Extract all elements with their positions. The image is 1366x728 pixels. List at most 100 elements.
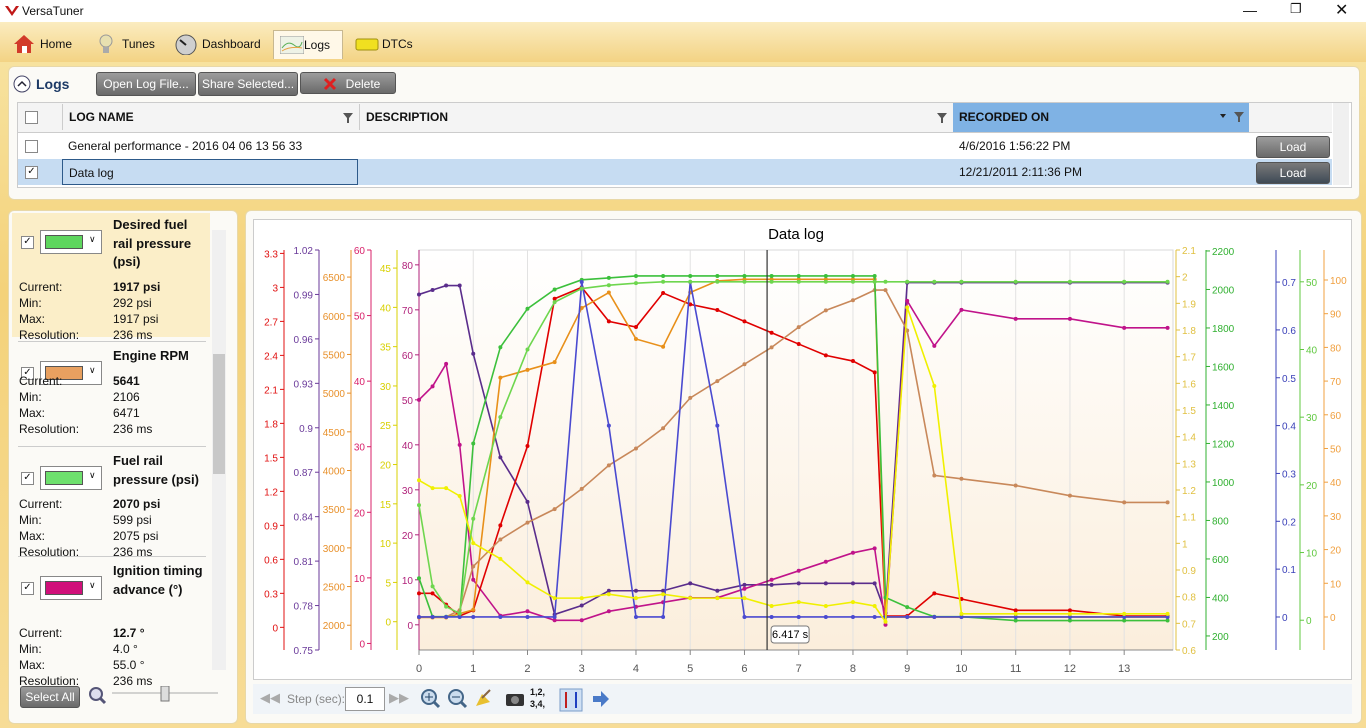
data-point — [444, 604, 449, 609]
row-checkbox[interactable] — [25, 140, 38, 153]
series-order-icon[interactable]: 1,2, — [530, 687, 546, 697]
dashboard-tab[interactable]: Dashboard — [172, 30, 261, 58]
step-back-button[interactable]: ◀◀ — [260, 690, 280, 705]
delete-button[interactable]: Delete — [300, 72, 396, 94]
dtcs-tab[interactable]: DTCs — [352, 30, 413, 58]
y-tick-label: 60 — [402, 351, 414, 362]
data-point — [932, 383, 937, 388]
y-tick-label: 0 — [385, 618, 391, 629]
step-forward-button[interactable]: ▶▶ — [389, 690, 409, 705]
collapse-button[interactable] — [13, 75, 31, 93]
restore-button[interactable]: ❐ — [1290, 1, 1302, 16]
y-tick-label: 10 — [380, 539, 392, 550]
sensor-checkbox[interactable]: ✓ — [21, 472, 34, 485]
x-tick-label: 13 — [1118, 663, 1130, 675]
sort-filter-icon[interactable] — [1220, 112, 1246, 123]
sensor-checkbox[interactable]: ✓ — [21, 236, 34, 249]
load-button[interactable]: Load — [1256, 136, 1330, 158]
color-picker[interactable]: ∨ — [40, 361, 102, 385]
y-tick-label: 1.7 — [1182, 353, 1196, 364]
color-picker[interactable]: ∨ — [40, 230, 102, 254]
close-button[interactable]: ✕ — [1335, 2, 1349, 19]
y-tick-label: 0.3 — [264, 589, 278, 600]
y-tick-label: 2.1 — [264, 385, 278, 396]
load-button[interactable]: Load — [1256, 162, 1330, 184]
x-tick-label: 8 — [850, 663, 856, 675]
y-tick-label: 1800 — [1212, 324, 1235, 335]
filter-icon[interactable] — [937, 113, 947, 123]
zoom-out-button[interactable] — [448, 689, 468, 709]
selected-row[interactable] — [18, 159, 1332, 185]
data-point — [471, 607, 476, 612]
data-point — [1067, 279, 1072, 284]
field-value: 236 ms — [113, 673, 153, 688]
zoom-in-button[interactable] — [421, 689, 441, 709]
y-tick-label: 0.81 — [294, 557, 314, 568]
cursor-button[interactable] — [559, 688, 583, 712]
table-scrollbar[interactable] — [1333, 103, 1349, 185]
chart-toolbar — [253, 684, 1352, 714]
sensor-name: Fuel rail pressure (psi) — [113, 453, 199, 487]
select-all-button[interactable]: Select All — [20, 686, 80, 708]
y-tick-label: 2.1 — [1182, 246, 1196, 257]
y-tick-label: 0.75 — [294, 646, 314, 657]
data-point — [715, 588, 720, 593]
column-header[interactable]: DESCRIPTION — [359, 104, 953, 130]
y-tick-label: 2000 — [323, 621, 346, 632]
data-point — [552, 618, 557, 623]
data-point — [633, 281, 638, 286]
data-point — [796, 342, 801, 347]
data-point — [525, 580, 530, 585]
export-button[interactable] — [593, 691, 609, 707]
filter-icon[interactable] — [343, 113, 353, 123]
data-point — [769, 279, 774, 284]
x-tick-label: 9 — [904, 663, 910, 675]
data-point — [444, 614, 449, 619]
data-point — [1165, 325, 1170, 330]
data-point — [883, 622, 888, 627]
snapshot-button[interactable] — [506, 694, 524, 706]
y-tick-label: 400 — [1212, 593, 1229, 604]
sensor-name: Ignition timing advance (°) — [113, 563, 203, 597]
separator — [18, 341, 206, 342]
row-checkbox[interactable]: ✓ — [25, 166, 38, 179]
select-all-checkbox[interactable] — [25, 111, 38, 124]
data-point — [498, 523, 503, 528]
column-header[interactable]: LOG NAME — [62, 104, 358, 130]
home-tab[interactable]: Home — [10, 30, 72, 58]
sensor-scrollbar[interactable] — [212, 230, 226, 670]
y-tick-label: 50 — [1306, 278, 1318, 289]
y-tick-label: 3.3 — [264, 249, 278, 260]
series-order-icon[interactable]: 3,4, — [530, 699, 546, 709]
data-point — [796, 325, 801, 330]
data-point — [525, 367, 530, 372]
data-point — [552, 360, 557, 365]
data-point — [742, 614, 747, 619]
data-point — [606, 283, 611, 288]
logs-tab[interactable]: Logs — [273, 30, 343, 59]
data-point — [769, 577, 774, 582]
color-picker[interactable]: ∨ — [40, 576, 102, 600]
minimize-button[interactable]: — — [1243, 2, 1257, 18]
sensor-checkbox[interactable]: ✓ — [21, 367, 34, 380]
data-point — [796, 273, 801, 278]
series-line — [418, 298, 1168, 625]
sensor-checkbox[interactable]: ✓ — [21, 582, 34, 595]
y-tick-label: 3500 — [323, 505, 346, 516]
color-picker[interactable]: ∨ — [40, 466, 102, 490]
y-tick-label: 1.2 — [1182, 486, 1196, 497]
zoom-slider[interactable] — [88, 686, 222, 708]
data-point — [688, 596, 693, 601]
color-swatch — [45, 235, 83, 249]
data-point — [742, 319, 747, 324]
share-button[interactable]: Share Selected... — [198, 72, 298, 96]
data-point — [688, 395, 693, 400]
data-point — [417, 576, 421, 581]
data-point — [1165, 500, 1170, 505]
clear-button[interactable] — [476, 689, 491, 706]
open-log-button[interactable]: Open Log File... — [96, 72, 196, 96]
tunes-tab[interactable]: Tunes — [92, 30, 155, 58]
column-header[interactable]: RECORDED ON — [953, 103, 1249, 132]
step-input[interactable]: 0.1 — [345, 687, 385, 711]
y-tick-label: 40 — [354, 377, 366, 388]
